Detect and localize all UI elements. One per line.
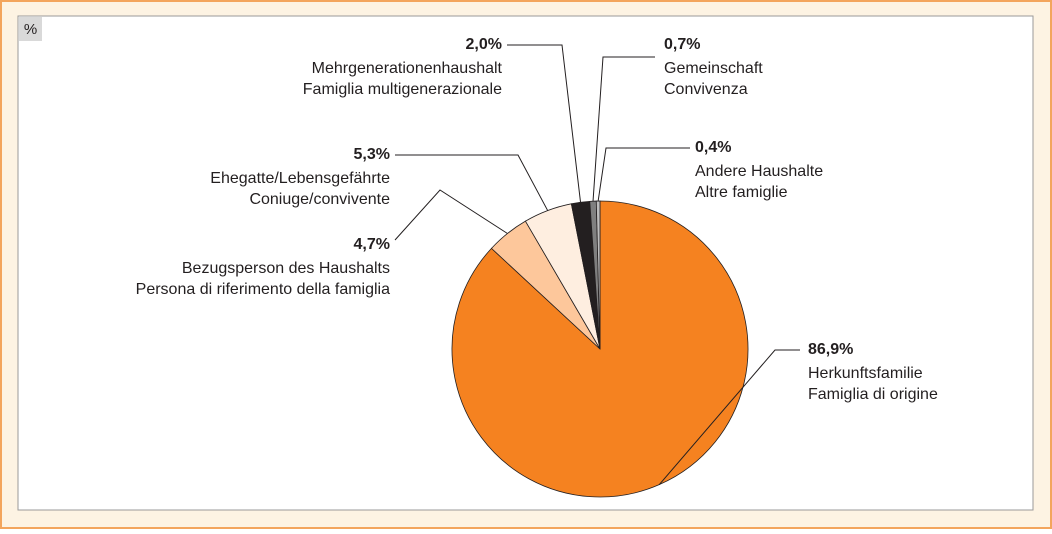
slice-label: Famiglia multigenerazionale [303, 81, 502, 98]
leader-line [597, 147, 690, 202]
unit-box [19, 17, 42, 41]
slice-label: Gemeinschaft [664, 60, 763, 77]
slice-label: Herkunftsfamilie [808, 365, 923, 382]
slice-label: Coniuge/convivente [249, 191, 390, 208]
slice-label: Convivenza [664, 81, 748, 98]
unit-label: % [24, 21, 37, 38]
value-label: 5,3% [354, 146, 390, 163]
slice-label: Persona di riferimento della famiglia [136, 281, 390, 298]
pie-slice [595, 200, 601, 350]
slice-label: Bezugsperson des Haushalts [182, 260, 390, 277]
slice-label: Altre famiglie [695, 184, 788, 201]
leader-line [658, 349, 800, 485]
leader-line [592, 56, 655, 202]
value-label: 86,9% [808, 341, 853, 358]
leader-line [394, 189, 508, 241]
slice-label: Ehegatte/Lebensgefährte [210, 170, 390, 187]
leader-line [507, 44, 582, 203]
value-label: 0,4% [695, 139, 731, 156]
leader-line [395, 154, 549, 211]
slice-label: Andere Haushalte [695, 163, 823, 180]
value-label: 0,7% [664, 36, 700, 53]
value-label: 2,0% [466, 36, 502, 53]
slice-label: Mehrgenerationenhaushalt [312, 60, 503, 77]
value-label: 4,7% [354, 236, 390, 253]
slice-label: Famiglia di origine [808, 386, 938, 403]
